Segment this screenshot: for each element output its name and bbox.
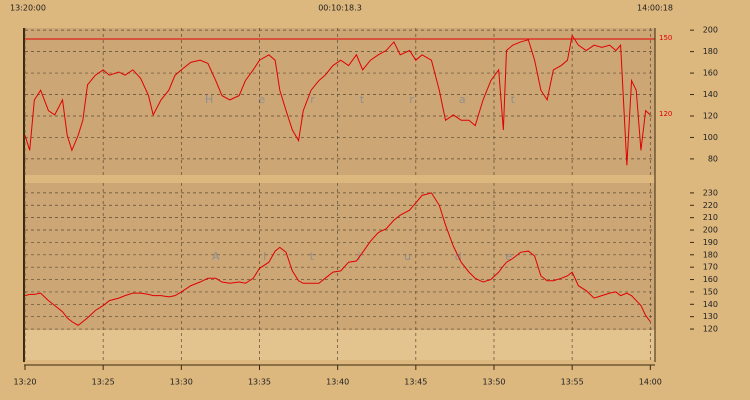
- y-tick-label: 130: [703, 312, 718, 321]
- y-tick-label: 180: [703, 47, 718, 56]
- y-tick-label: 230: [703, 188, 718, 197]
- x-tick-label: 13:20: [13, 378, 36, 387]
- upper-panel: [25, 28, 655, 175]
- y-tick-label: 160: [703, 275, 718, 284]
- duration: 00:10:18.3: [318, 4, 362, 13]
- start-time: 13:20:00: [10, 4, 46, 13]
- x-tick-label: 13:40: [326, 378, 349, 387]
- y-tick-label: 160: [703, 69, 718, 78]
- x-tick-label: 13:55: [561, 378, 584, 387]
- y-tick-label: 100: [703, 133, 718, 142]
- y-tick-label: 170: [703, 263, 718, 272]
- lower-band: [25, 330, 655, 360]
- y-tick-label: 190: [703, 238, 718, 247]
- x-tick-label: 13:25: [92, 378, 115, 387]
- y-tick-label: 140: [703, 90, 718, 99]
- y-tick-label: 200: [703, 26, 718, 35]
- series-line: [24, 192, 651, 326]
- x-tick-label: 13:45: [404, 378, 427, 387]
- end-time: 14:00:18: [637, 4, 673, 13]
- y-tick-label: 210: [703, 213, 718, 222]
- y-tick-label: 180: [703, 250, 718, 259]
- x-tick-label: 14:00: [639, 378, 662, 387]
- x-tick-label: 13:50: [482, 378, 505, 387]
- x-tick-label: 13:35: [248, 378, 271, 387]
- reference-label: 150: [659, 34, 672, 42]
- y-tick-label: 80: [708, 154, 718, 163]
- series-line: [24, 34, 651, 166]
- x-tick-label: 13:30: [170, 378, 193, 387]
- y-tick-label: 220: [703, 201, 718, 210]
- reference-label: 120: [659, 110, 672, 118]
- y-tick-label: 150: [703, 287, 718, 296]
- y-tick-label: 120: [703, 325, 718, 334]
- y-tick-label: 120: [703, 111, 718, 120]
- y-tick-label: 140: [703, 300, 718, 309]
- y-tick-label: 200: [703, 226, 718, 235]
- lower-panel: [25, 183, 655, 330]
